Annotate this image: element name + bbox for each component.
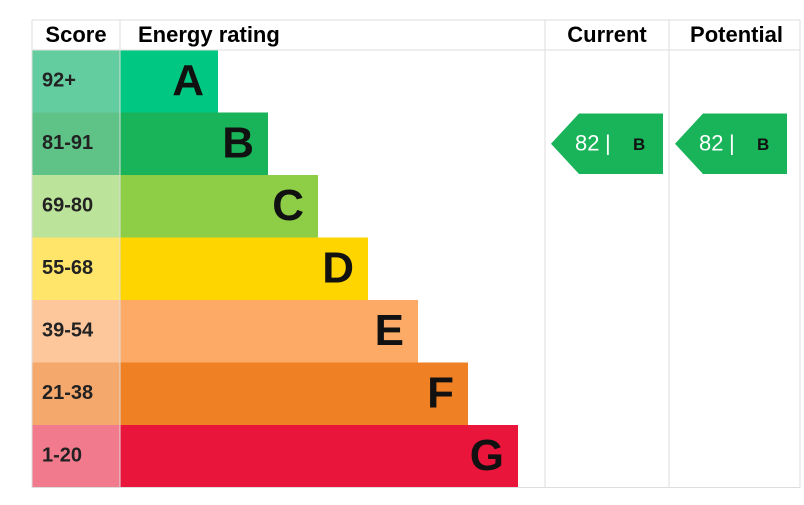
rating-bar [120, 175, 318, 238]
rating-letter: A [172, 56, 204, 105]
score-label: 21-38 [42, 382, 93, 404]
score-cell [32, 425, 120, 488]
rating-bar [120, 300, 418, 363]
rating-letter-small: B [633, 135, 645, 154]
rating-bar [120, 50, 218, 113]
rating-bar [120, 362, 468, 425]
score-label: 1-20 [42, 445, 82, 467]
score-label: 69-80 [42, 195, 93, 217]
score-cell [32, 237, 120, 300]
score-label: 55-68 [42, 257, 93, 279]
rating-letter-small: B [757, 135, 769, 154]
rating-bar [120, 112, 268, 175]
rating-letter: F [427, 368, 454, 417]
separator: | [605, 131, 611, 156]
column-header: Energy rating [138, 22, 280, 47]
rating-letter: E [375, 306, 404, 355]
score-label: 39-54 [42, 320, 94, 342]
rating-bar [120, 425, 518, 488]
rating-arrow [675, 113, 787, 174]
score-cell [32, 112, 120, 175]
rating-letter: C [272, 181, 304, 230]
column-header: Potential [690, 22, 783, 47]
separator: | [729, 131, 735, 156]
score-cell [32, 362, 120, 425]
rating-arrow [551, 113, 663, 174]
score-label: 81-91 [42, 132, 93, 154]
rating-letter: G [470, 431, 504, 480]
rating-value: 82 [699, 131, 723, 156]
column-header: Current [567, 22, 647, 47]
score-cell [32, 50, 120, 113]
rating-bar [120, 237, 368, 300]
score-cell [32, 300, 120, 363]
score-cell [32, 175, 120, 238]
rating-letter: D [322, 243, 354, 292]
rating-letter: B [222, 118, 254, 167]
rating-value: 82 [575, 131, 599, 156]
score-label: 92+ [42, 70, 76, 92]
column-header: Score [45, 22, 106, 47]
